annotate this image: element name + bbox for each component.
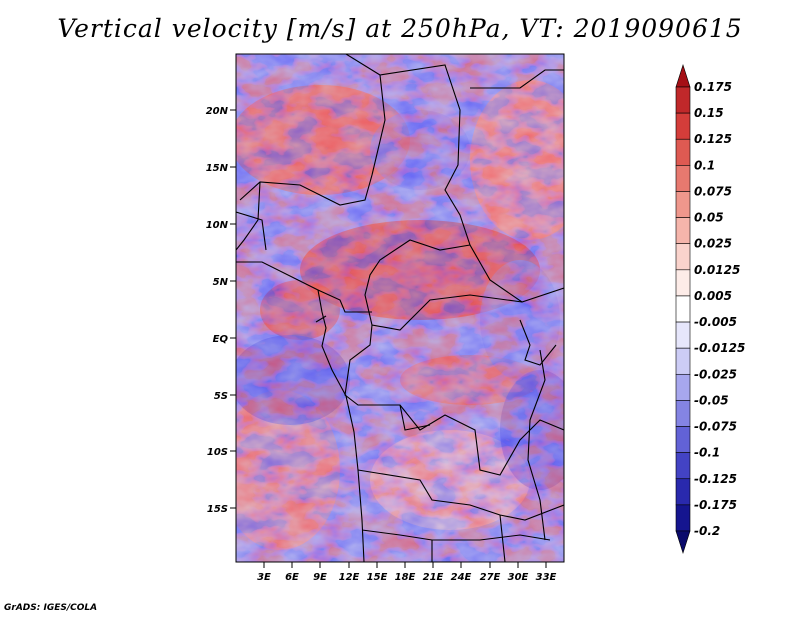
colorbar-label: 0.025: [694, 237, 732, 251]
lon-label-21e: 21E: [423, 572, 444, 583]
colorbar: 0.175 0.15 0.125 0.1 0.075 0.05 0.025 0.0125 0.0…: [675, 64, 745, 554]
longitude-axis: 3E 6E 9E 12E 15E 18E 21E 24E 27E 30E 33E: [257, 562, 557, 583]
country-borders: [236, 54, 564, 562]
lat-label-15n: 15N: [206, 163, 229, 174]
colorbar-swatch: [675, 191, 691, 218]
lon-label-27e: 27E: [480, 572, 501, 583]
colorbar-label: -0.175: [694, 498, 737, 512]
colorbar-swatch: [675, 269, 691, 297]
page-title: Vertical velocity [m/s] at 250hPa, VT: 2…: [57, 14, 743, 43]
colorbar-label: 0.15: [694, 106, 724, 120]
lon-label-3e: 3E: [257, 572, 271, 583]
colorbar-label: -0.005: [694, 315, 737, 329]
colorbar-swatch: [675, 217, 691, 245]
colorbar-swatch: [675, 112, 691, 140]
lon-label-33e: 33E: [536, 572, 557, 583]
lon-label-30e: 30E: [508, 572, 529, 583]
colorbar-swatch: [675, 165, 691, 192]
colorbar-label: 0.175: [694, 80, 732, 94]
lon-label-24e: 24E: [451, 572, 472, 583]
lat-label-15s: 15S: [207, 504, 228, 515]
lat-label-5n: 5N: [213, 277, 229, 288]
lat-label-5s: 5S: [214, 391, 228, 402]
colorbar-label: 0.005: [694, 289, 732, 303]
colorbar-swatch: [675, 373, 691, 401]
colorbar-swatch: [675, 138, 691, 166]
colorbar-label: -0.025: [694, 367, 737, 381]
colorbar-swatch: [675, 478, 691, 506]
colorbar-swatch: [675, 452, 691, 480]
colorbar-swatch: [675, 426, 691, 453]
colorbar-label: -0.125: [694, 472, 737, 486]
colorbar-swatch: [675, 504, 691, 532]
velocity-field: [236, 54, 564, 562]
colorbar-label: -0.05: [694, 393, 729, 407]
colorbar-swatch: [675, 321, 691, 349]
colorbar-label: 0.075: [694, 184, 732, 198]
lat-label-eq: EQ: [213, 334, 229, 345]
latitude-axis: 20N 15N 10N 5N EQ 5S 10S 15S: [206, 106, 236, 515]
lat-label-10s: 10S: [207, 447, 228, 458]
colorbar-top-arrow: [675, 64, 691, 88]
colorbar-label: 0.0125: [694, 263, 740, 277]
colorbar-label: 0.1: [694, 158, 715, 172]
footer-credit: GrADS: IGES/COLA: [4, 603, 98, 613]
lat-label-10n: 10N: [206, 220, 229, 231]
colorbar-label: -0.2: [694, 524, 720, 538]
colorbar-label: -0.0125: [694, 341, 745, 355]
map-frame: [235, 53, 565, 563]
colorbar-label: 0.05: [694, 211, 724, 225]
lon-label-15e: 15E: [367, 572, 388, 583]
colorbar-swatch: [675, 400, 691, 427]
lat-label-20n: 20N: [206, 106, 229, 117]
colorbar-swatch: [675, 86, 691, 114]
colorbar-swatch: [675, 347, 691, 375]
lon-label-9e: 9E: [313, 572, 327, 583]
colorbar-label: -0.075: [694, 420, 737, 434]
lon-label-6e: 6E: [285, 572, 299, 583]
colorbar-bottom-arrow: [675, 530, 691, 554]
colorbar-label: -0.1: [694, 446, 720, 460]
lon-label-18e: 18E: [395, 572, 416, 583]
colorbar-swatch: [675, 243, 691, 271]
colorbar-swatch: [675, 295, 691, 323]
colorbar-label: 0.125: [694, 132, 732, 146]
lon-label-12e: 12E: [339, 572, 360, 583]
